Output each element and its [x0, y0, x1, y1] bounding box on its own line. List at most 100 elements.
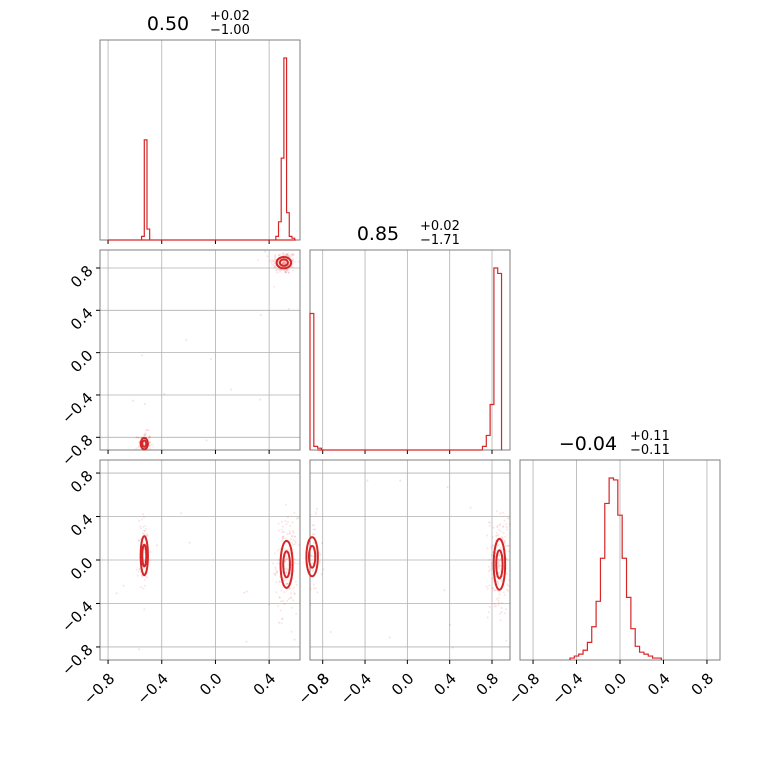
sample-point — [499, 523, 502, 526]
sample-point — [290, 266, 293, 269]
sample-point — [282, 269, 285, 272]
sample-point — [293, 512, 296, 514]
sample-point — [143, 578, 146, 581]
sample-point — [292, 544, 294, 546]
sample-point — [291, 521, 294, 524]
sample-point — [144, 575, 147, 578]
sample-point — [138, 568, 141, 571]
sample-point — [210, 358, 212, 360]
sample-point — [489, 521, 492, 524]
sample-point — [135, 568, 138, 571]
x-tick-label: 0.4 — [250, 670, 280, 700]
sample-point — [292, 586, 295, 589]
sample-point — [272, 264, 275, 267]
density-contour — [139, 535, 149, 577]
sample-point — [486, 547, 489, 550]
x-tick-label: −0.8 — [505, 670, 543, 708]
sample-point — [497, 581, 499, 584]
sample-point — [285, 571, 288, 574]
sample-point — [138, 648, 141, 651]
sample-point — [278, 254, 281, 257]
sample-point — [143, 433, 146, 436]
sample-point — [274, 573, 277, 575]
sample-point — [283, 261, 286, 264]
sample-point — [283, 263, 286, 265]
sample-point — [495, 588, 498, 591]
sample-point — [275, 571, 278, 573]
sample-point — [289, 532, 292, 535]
sample-point — [146, 534, 149, 537]
sample-point — [273, 260, 275, 263]
sample-point — [139, 525, 142, 528]
sample-point — [280, 600, 283, 603]
x-tick-label: 0.0 — [601, 670, 631, 700]
density-contour — [279, 539, 294, 589]
sample-point — [451, 646, 454, 649]
sample-point — [135, 447, 138, 450]
x-tick-label: 0.8 — [688, 670, 718, 700]
sample-point — [285, 582, 288, 585]
sample-point — [315, 507, 318, 510]
sample-point — [507, 589, 510, 592]
sample-point — [277, 268, 280, 271]
y-tick-label: 0.0 — [67, 554, 97, 584]
sample-point — [283, 260, 286, 263]
sample-point — [498, 554, 501, 556]
sample-point — [146, 535, 148, 537]
sample-point — [141, 576, 144, 578]
sample-point — [149, 559, 151, 562]
sample-point — [490, 554, 493, 557]
sample-point — [278, 580, 281, 583]
sample-point — [505, 608, 508, 611]
sample-point — [266, 255, 269, 258]
sample-point — [145, 429, 148, 432]
sample-point — [294, 540, 296, 542]
sample-point — [290, 630, 293, 633]
sample-point — [506, 545, 509, 547]
sample-point — [293, 535, 296, 538]
sample-point — [144, 525, 147, 527]
sample-point — [276, 605, 279, 608]
sample-point — [272, 259, 275, 262]
sample-point — [287, 597, 290, 600]
sample-point — [143, 529, 146, 532]
sample-point — [399, 479, 402, 482]
sample-point — [276, 571, 278, 574]
sample-point — [276, 549, 279, 552]
y-tick-label: −0.8 — [58, 641, 96, 679]
title-plus: +0.02 — [420, 219, 460, 234]
sample-point — [281, 531, 284, 534]
title-minus: −1.71 — [420, 233, 460, 248]
sample-point — [285, 554, 288, 557]
x-tick-label: −0.8 — [294, 670, 332, 708]
sample-point — [283, 531, 286, 534]
sample-point — [287, 271, 290, 274]
sample-point — [492, 526, 495, 529]
sample-point — [488, 606, 491, 608]
sample-point — [285, 270, 288, 273]
sample-point — [276, 271, 278, 274]
sample-point — [278, 596, 281, 599]
sample-point — [275, 268, 278, 271]
sample-point — [289, 525, 292, 528]
sample-point — [499, 612, 502, 615]
sample-point — [491, 555, 494, 558]
sample-point — [144, 432, 147, 435]
sample-point — [487, 521, 490, 524]
sample-point — [497, 599, 500, 602]
sample-point — [314, 587, 317, 590]
sample-point — [259, 398, 262, 401]
sample-point — [296, 517, 298, 520]
sample-point — [283, 548, 286, 551]
sample-point — [310, 555, 313, 558]
density-contour — [141, 439, 148, 448]
sample-point — [292, 531, 295, 534]
sample-point — [283, 591, 286, 594]
y-tick-label: 0.0 — [67, 346, 97, 376]
sample-point — [137, 437, 140, 439]
x-tick-label: 0.0 — [196, 670, 226, 700]
sample-point — [311, 533, 314, 536]
sample-point — [448, 623, 451, 626]
sample-point — [505, 639, 508, 642]
sample-point — [286, 254, 289, 257]
